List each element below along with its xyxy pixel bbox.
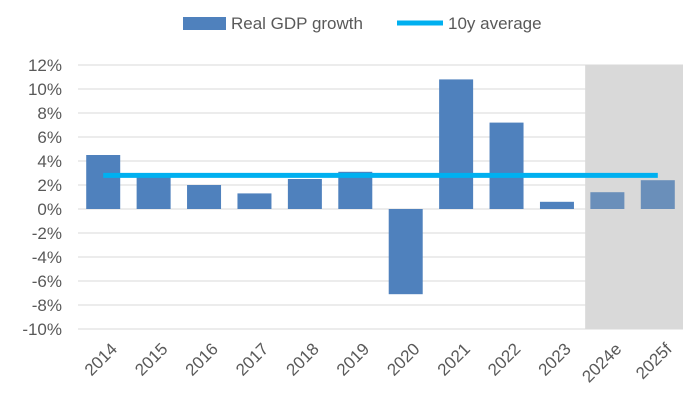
y-tick-label: -10% xyxy=(22,320,62,339)
x-tick-label: 2020 xyxy=(383,339,423,379)
y-tick-label: -8% xyxy=(32,296,62,315)
x-tick-label: 2023 xyxy=(535,339,575,379)
x-tick-label: 2022 xyxy=(484,339,524,379)
y-tick-label: -2% xyxy=(32,224,62,243)
y-tick-label: 12% xyxy=(28,56,62,75)
y-tick-label: 6% xyxy=(37,128,62,147)
x-tick-label: 2015 xyxy=(131,339,171,379)
bar-2021 xyxy=(439,79,474,210)
x-tick-label: 2016 xyxy=(182,339,222,379)
bar-2025f xyxy=(640,180,675,209)
bar-2015 xyxy=(136,174,171,209)
x-tick-label: 2021 xyxy=(434,339,474,379)
bar-2016 xyxy=(187,185,222,209)
y-tick-label: -4% xyxy=(32,248,62,267)
y-tick-label: 4% xyxy=(37,152,62,171)
x-tick-label: 2014 xyxy=(81,339,121,379)
x-tick-label: 2025f xyxy=(632,339,676,383)
x-tick-label: 2019 xyxy=(333,339,373,379)
bar-2017 xyxy=(237,193,272,209)
bar-2014 xyxy=(86,155,121,209)
x-tick-label: 2024e xyxy=(578,339,625,386)
bar-2024e xyxy=(590,192,625,209)
x-tick-label: 2017 xyxy=(232,339,272,379)
legend-label-10y-average: 10y average xyxy=(448,14,542,33)
y-tick-label: -6% xyxy=(32,272,62,291)
legend-label-real-gdp: Real GDP growth xyxy=(231,14,363,33)
legend-bar-swatch xyxy=(183,17,226,30)
bar-2018 xyxy=(287,179,322,209)
bar-2020 xyxy=(388,209,423,295)
y-tick-label: 2% xyxy=(37,176,62,195)
y-tick-label: 10% xyxy=(28,80,62,99)
x-tick-label: 2018 xyxy=(283,339,323,379)
bar-2022 xyxy=(489,122,524,209)
bar-2023 xyxy=(539,201,574,209)
y-tick-label: 0% xyxy=(37,200,62,219)
bar-2019 xyxy=(338,171,373,209)
y-tick-label: 8% xyxy=(37,104,62,123)
